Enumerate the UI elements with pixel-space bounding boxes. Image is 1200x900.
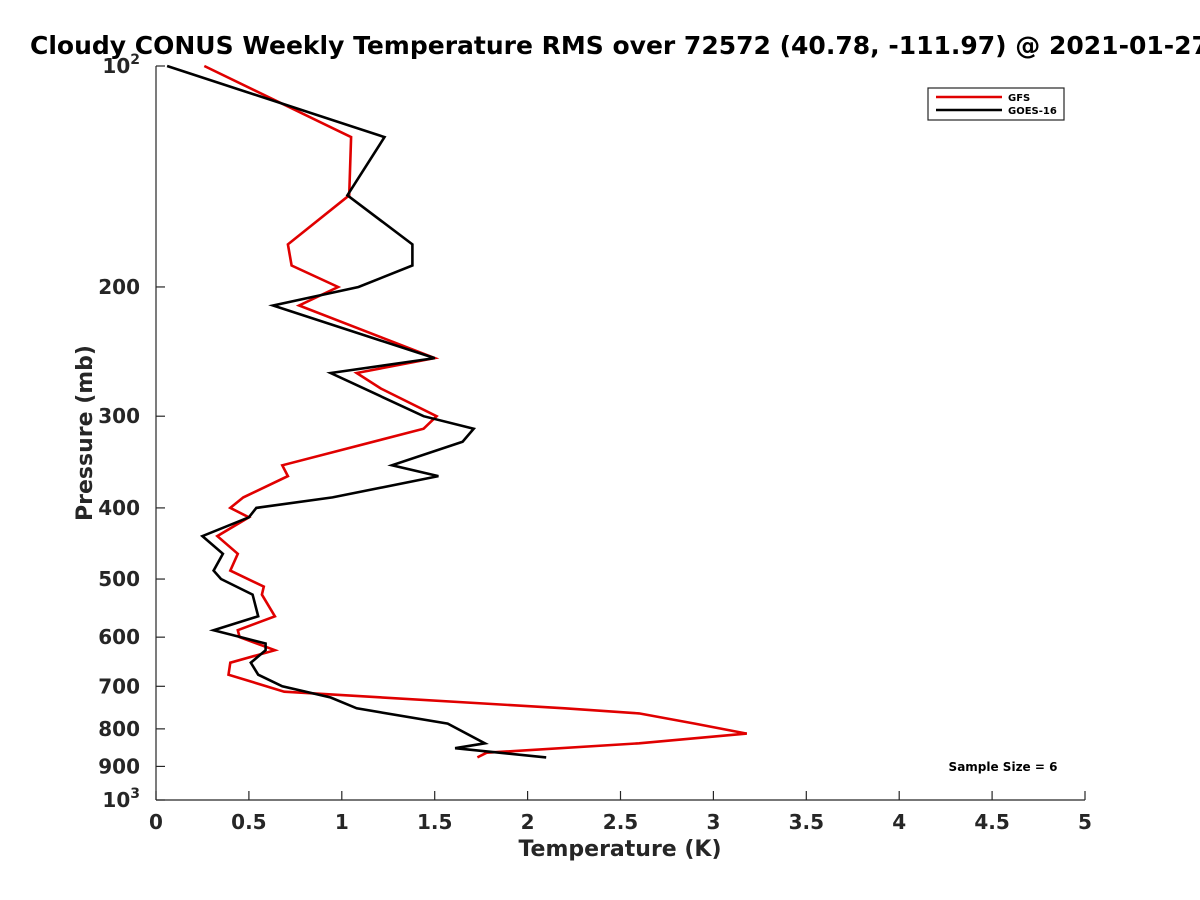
x-tick-label: 5 xyxy=(1078,810,1092,834)
series-line-gfs xyxy=(203,64,748,759)
x-tick-label: 1.5 xyxy=(417,810,452,834)
y-tick-label: 103 xyxy=(102,786,140,812)
legend-label: GFS xyxy=(1008,93,1030,104)
y-axis-label: Pressure (mb) xyxy=(73,345,98,521)
x-tick-label: 2 xyxy=(521,810,535,834)
axes-layer: 0 0.5 1 1.5 2 2.5 3 3.5 4 4.5 5 102 200 300 400 500 600 7… xyxy=(98,52,1092,834)
y-tick-label: 400 xyxy=(98,496,140,520)
y-tick-label: 800 xyxy=(98,717,140,741)
y-tick-label: 900 xyxy=(98,754,140,778)
y-tick-label: 700 xyxy=(98,674,140,698)
series-line-goes-16 xyxy=(166,64,547,759)
sample-size-annotation: Sample Size = 6 xyxy=(949,760,1058,774)
y-tick-label: 300 xyxy=(98,404,140,428)
x-tick-label: 1 xyxy=(335,810,349,834)
x-axis-label: Temperature (K) xyxy=(518,837,721,862)
y-tick-label: 600 xyxy=(98,625,140,649)
series-layer xyxy=(166,64,748,759)
x-tick-label: 0 xyxy=(149,810,163,834)
x-tick-label: 2.5 xyxy=(603,810,638,834)
legend-box xyxy=(927,87,1065,121)
y-tick-label: 102 xyxy=(102,52,140,78)
legend-label: GOES-16 xyxy=(1008,106,1057,117)
x-tick-label: 4.5 xyxy=(974,810,1009,834)
x-tick-label: 3.5 xyxy=(789,810,824,834)
x-tick-label: 0.5 xyxy=(231,810,266,834)
y-tick-label: 500 xyxy=(98,567,140,591)
chart-title: Cloudy CONUS Weekly Temperature RMS over… xyxy=(30,31,1200,60)
legend: GFS GOES-16 xyxy=(927,87,1065,121)
x-tick-label: 3 xyxy=(706,810,720,834)
x-tick-label: 4 xyxy=(892,810,906,834)
y-tick-label: 200 xyxy=(98,275,140,299)
